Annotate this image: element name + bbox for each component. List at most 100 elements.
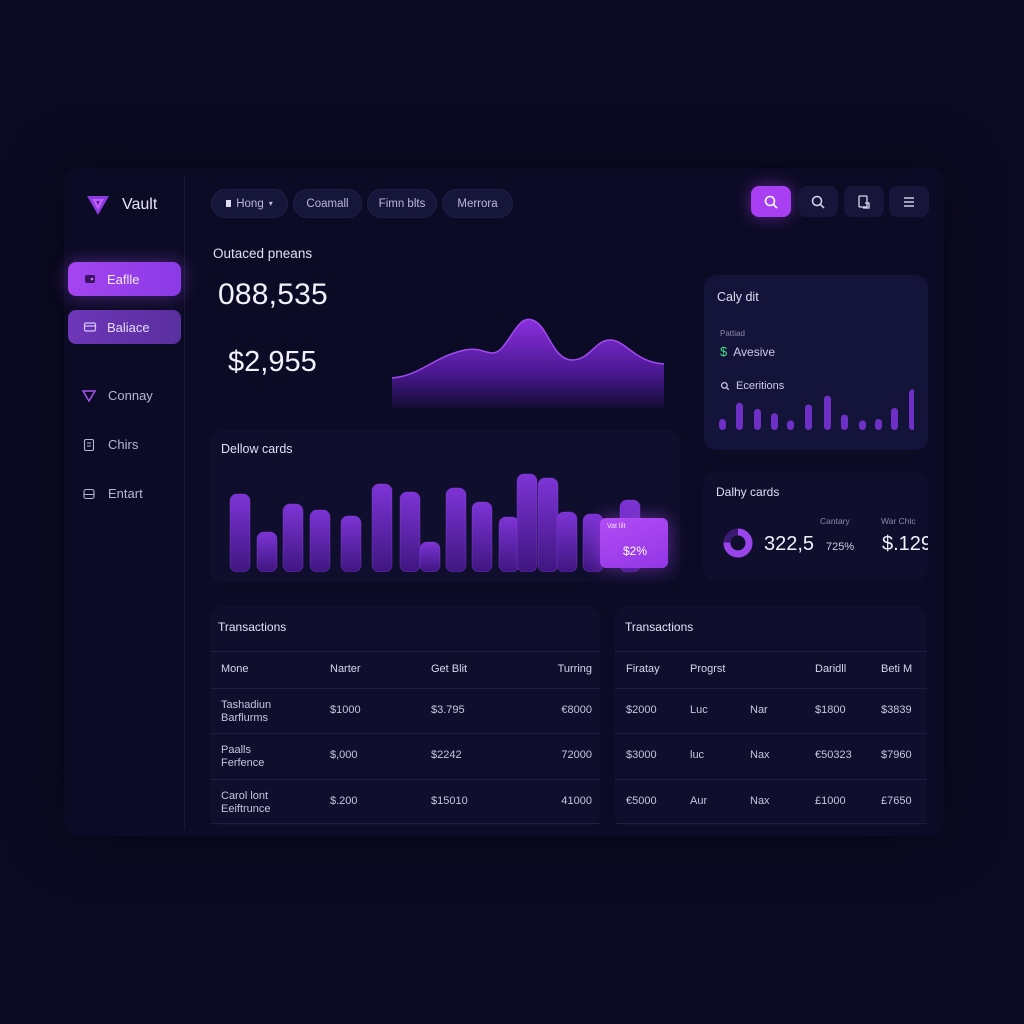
dollar-icon: $ — [720, 344, 728, 359]
sidebar-item-chirs[interactable]: Chirs — [82, 437, 138, 452]
table-cell: Nax — [750, 749, 770, 761]
tooltip-label: Vat lilt — [607, 523, 626, 530]
bar-0[interactable] — [229, 493, 251, 572]
table-header: Mone — [221, 663, 249, 675]
mini-bar-4 — [787, 420, 794, 430]
search-icon — [720, 381, 730, 391]
table-divider — [210, 688, 600, 689]
table-cell: Nax — [750, 795, 770, 807]
table-cell: 41000 — [561, 795, 592, 807]
sidebar-item-baliace[interactable]: Baliace — [68, 310, 181, 344]
table-divider — [210, 823, 600, 824]
table-cell: $1000 — [330, 704, 361, 716]
export-button[interactable] — [844, 186, 884, 217]
table-header: Daridll — [815, 663, 847, 675]
tab-label: Fimn blts — [378, 197, 426, 210]
bar-7[interactable] — [419, 541, 441, 572]
table-divider — [615, 651, 927, 652]
table-cell: Luc — [690, 704, 708, 716]
home-icon — [226, 200, 232, 207]
search-button-primary[interactable] — [751, 186, 791, 217]
bar-12[interactable] — [537, 477, 559, 572]
table-header: Get Blit — [431, 663, 468, 675]
table-header: Beti M — [881, 663, 913, 675]
bar-8[interactable] — [445, 487, 467, 572]
daily-label-2: War Chlc — [881, 516, 916, 526]
table-divider — [210, 651, 600, 652]
table-cell: €5000 — [626, 795, 657, 807]
mini-bar-chart — [719, 389, 914, 430]
overview-big-number: 088,535 — [218, 278, 328, 311]
table-cell: $.200 — [330, 795, 358, 807]
table-divider — [210, 733, 600, 734]
transactions-table-1 — [210, 606, 600, 826]
bar-9[interactable] — [471, 501, 493, 572]
table-cell: 72000 — [561, 749, 592, 761]
sidebar-item-label: Connay — [108, 388, 153, 403]
daily-value-2: $.129 — [882, 533, 928, 555]
summary-card-title: Caly dit — [717, 290, 759, 304]
table-divider — [210, 779, 600, 780]
tab-fimn-blts[interactable]: Fimn blts — [367, 189, 437, 218]
mini-bar-0 — [719, 419, 726, 430]
table-2-title: Transactions — [625, 620, 694, 634]
mini-bar-9 — [875, 419, 882, 430]
file-export-icon — [858, 194, 870, 209]
tooltip-value: $2% — [623, 544, 648, 558]
card-icon — [83, 320, 97, 334]
table-cell: $,000 — [330, 749, 358, 761]
vault-icon — [82, 389, 96, 403]
tab-label: Merrora — [457, 197, 498, 210]
table-cell: €8000 — [561, 704, 592, 716]
table-cell: $3000 — [626, 749, 657, 761]
table-cell: £1000 — [815, 795, 846, 807]
tab-label: Coamall — [306, 197, 349, 210]
inbox-icon — [82, 487, 96, 501]
bar-1[interactable] — [256, 531, 278, 572]
brand-name: Vault — [122, 196, 158, 213]
sidebar-item-label: Baliace — [107, 319, 150, 335]
summary-row-1: $ Avesive — [720, 344, 775, 359]
transactions-table-2 — [615, 606, 927, 826]
bar-2[interactable] — [282, 503, 304, 572]
bar-4[interactable] — [340, 515, 362, 572]
table-cell: $7960 — [881, 749, 912, 761]
table-header: Turring — [557, 663, 592, 675]
bar-11[interactable] — [516, 473, 538, 572]
overview-amount: $2,955 — [228, 346, 317, 378]
daily-card — [703, 472, 928, 580]
donut-chart-icon — [723, 528, 753, 558]
table-cell: €50323 — [815, 749, 852, 761]
search-button[interactable] — [798, 186, 838, 217]
mini-bar-8 — [859, 420, 866, 430]
sidebar-item-connay[interactable]: Connay — [82, 388, 153, 403]
sidebar-item-entart[interactable]: Entart — [82, 486, 143, 501]
bar-3[interactable] — [309, 509, 331, 572]
bar-5[interactable] — [371, 483, 393, 572]
search-icon — [764, 195, 778, 209]
bar-6[interactable] — [399, 491, 421, 572]
summary-row-1-label: Avesive — [733, 344, 776, 359]
summary-card-label: Pattiad — [720, 329, 745, 338]
bar-tooltip — [600, 518, 668, 568]
tab-coamall[interactable]: Coamall — [293, 189, 362, 218]
table-cell: $15010 — [431, 795, 468, 807]
tab-merrora[interactable]: Merrora — [442, 189, 513, 218]
bar-chart-title: Dellow cards — [221, 442, 293, 456]
mini-bar-5 — [805, 404, 812, 430]
vault-logo-icon — [87, 196, 109, 215]
menu-button[interactable] — [889, 186, 929, 217]
overview-title: Outaced pneans — [213, 246, 313, 261]
table-cell: $2242 — [431, 749, 462, 761]
bar-10[interactable] — [498, 516, 520, 572]
sidebar-item-eaflle[interactable]: Eaflle — [68, 262, 181, 296]
table-cell: Carol lont Eeiftrunce — [221, 790, 271, 815]
sidebar-item-label: Chirs — [108, 437, 139, 452]
bar-13[interactable] — [556, 511, 578, 572]
brand[interactable]: Vault — [86, 194, 157, 216]
table-cell: luc — [690, 749, 705, 761]
bar-chart — [229, 473, 641, 572]
sidebar-item-label: Entart — [108, 486, 143, 501]
table-header: Narter — [330, 663, 361, 675]
tab-home-dropdown[interactable]: Hong ▾ — [211, 189, 288, 218]
